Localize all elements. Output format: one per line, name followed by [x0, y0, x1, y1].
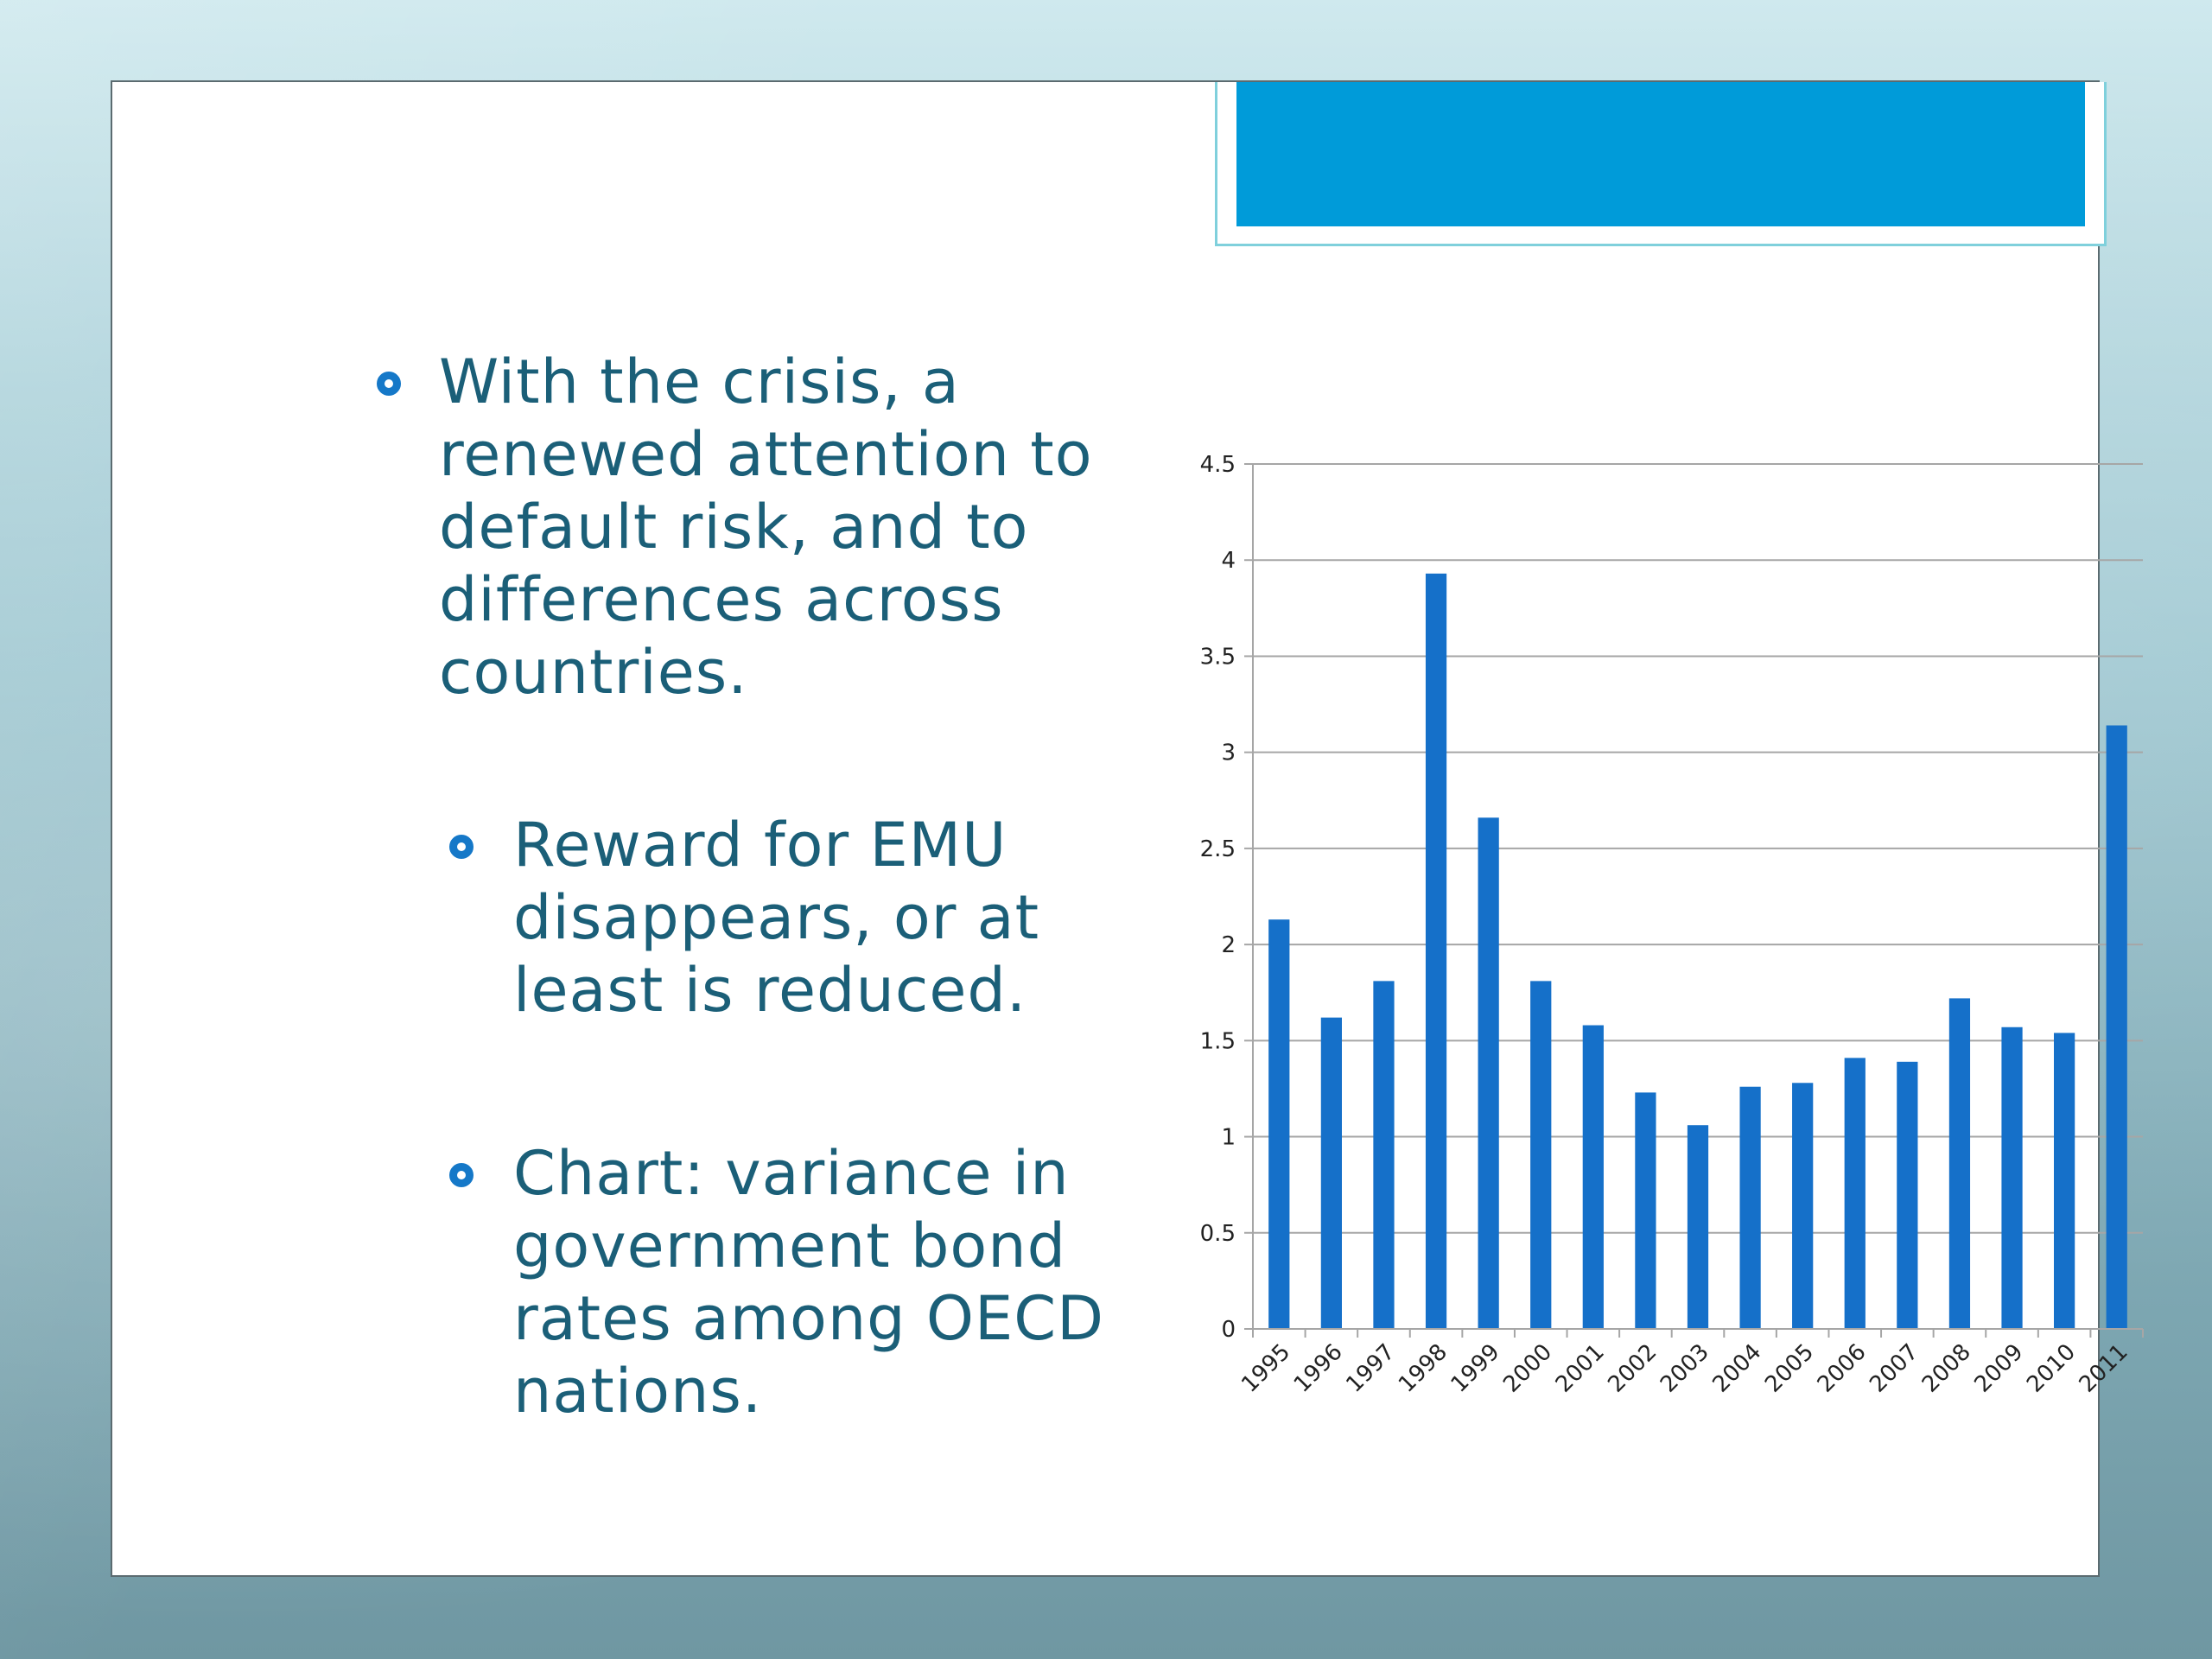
x-tick-label: 2011 [2075, 1339, 2133, 1398]
x-tick-label: 1998 [1394, 1339, 1452, 1398]
y-tick-label: 3 [1221, 741, 1236, 766]
x-tick-label: 2005 [1760, 1339, 1819, 1398]
y-tick-label: 3.5 [1200, 644, 1236, 670]
x-tick-label: 1995 [1236, 1339, 1295, 1398]
bullet-list: With the crisis, a renewed attention to … [372, 346, 1166, 1427]
x-tick-label: 1996 [1289, 1339, 1348, 1398]
sub-bullet-item: Chart: variance in government bond rates… [442, 1137, 1166, 1427]
x-tick-label: 1997 [1341, 1339, 1400, 1398]
bar-1998 [1425, 573, 1447, 1329]
bar-2009 [2001, 1027, 2023, 1329]
bar-2004 [1739, 1086, 1761, 1329]
bullet-circle-icon [449, 835, 474, 859]
y-tick-label: 0 [1221, 1317, 1236, 1343]
slide-panel: With the crisis, a renewed attention to … [111, 80, 2144, 1577]
y-tick-label: 4.5 [1200, 452, 1236, 478]
y-tick-label: 2 [1221, 932, 1236, 958]
bar-2003 [1687, 1125, 1709, 1329]
y-tick-label: 1.5 [1200, 1028, 1236, 1054]
bar-1999 [1478, 817, 1499, 1329]
x-tick-label: 2010 [2022, 1339, 2081, 1398]
bullet-text: With the crisis, a renewed attention to … [439, 346, 1093, 708]
x-tick-label: 2004 [1708, 1339, 1767, 1398]
bullet-circle-icon [377, 372, 401, 396]
bullet-text: Reward for EMU disappears, or at least i… [513, 810, 1040, 1026]
y-tick-label: 2.5 [1200, 836, 1236, 862]
bar-2002 [1635, 1092, 1656, 1329]
bar-2007 [1897, 1061, 1918, 1329]
bar-2010 [2054, 1033, 2075, 1329]
x-tick-label: 2002 [1603, 1339, 1662, 1398]
x-tick-label: 1999 [1446, 1339, 1505, 1398]
x-tick-label: 2003 [1656, 1339, 1714, 1398]
bar-2011 [2106, 725, 2127, 1329]
x-tick-label: 2007 [1865, 1339, 1923, 1398]
title-tab [1215, 82, 2107, 246]
bar-2000 [1530, 981, 1552, 1329]
x-tick-label: 2001 [1551, 1339, 1610, 1398]
y-tick-label: 4 [1221, 548, 1236, 574]
y-tick-label: 1 [1221, 1125, 1236, 1151]
bar-2001 [1582, 1025, 1604, 1329]
bar-chart: 0 0.5 1 1.5 2 2.5 3 3.5 4 4.5 19951996199719981999… [1200, 452, 2144, 1398]
bullet-item: With the crisis, a renewed attention to … [372, 346, 1166, 709]
x-tick-label: 2006 [1813, 1339, 1872, 1398]
y-tick-label: 0.5 [1200, 1221, 1236, 1247]
x-tick-label: 2008 [1917, 1339, 1976, 1398]
bar-2008 [1948, 998, 1971, 1329]
bar-1997 [1373, 981, 1395, 1329]
bullet-circle-icon [449, 1163, 474, 1187]
x-tick-label: 2009 [1969, 1339, 2028, 1398]
bullet-text: Chart: variance in government bond rates… [513, 1138, 1104, 1427]
bar-2006 [1844, 1058, 1866, 1329]
title-bar [1236, 82, 2085, 226]
x-tick-label: 2000 [1498, 1339, 1557, 1398]
bar-2005 [1792, 1083, 1814, 1329]
sub-bullet-item: Reward for EMU disappears, or at least i… [442, 809, 1166, 1027]
bar-1995 [1268, 919, 1290, 1329]
bar-1996 [1320, 1017, 1342, 1329]
